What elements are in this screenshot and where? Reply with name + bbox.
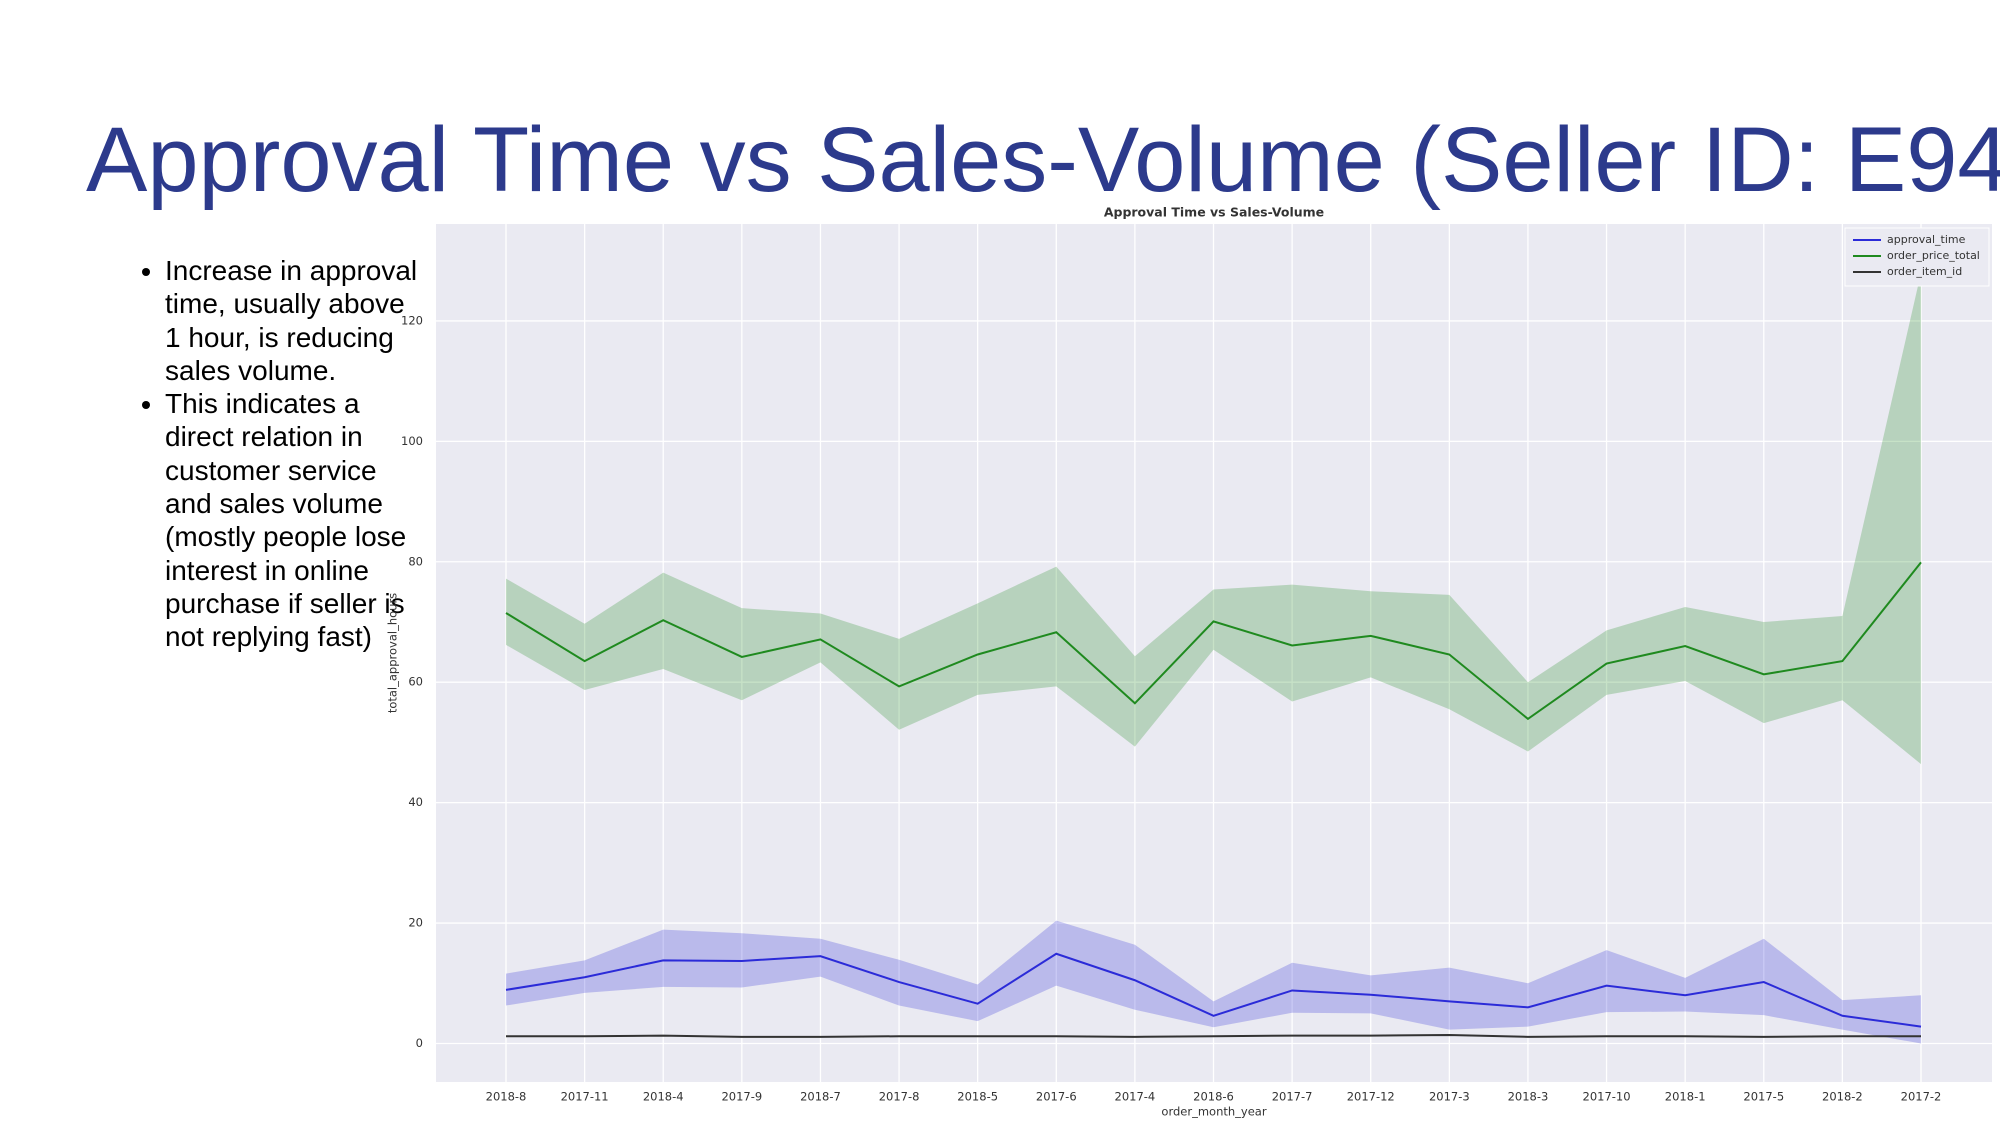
x-tick-label: 2017-8 xyxy=(879,1090,920,1104)
x-tick-label: 2018-5 xyxy=(957,1090,998,1104)
x-tick-label: 2018-1 xyxy=(1665,1090,1706,1104)
x-tick-label: 2017-11 xyxy=(561,1090,609,1104)
y-axis-title: total_approval_hours xyxy=(386,593,400,713)
x-tick-label: 2017-7 xyxy=(1272,1090,1313,1104)
y-tick-label: 0 xyxy=(416,1036,423,1050)
x-tick-label: 2017-3 xyxy=(1429,1090,1470,1104)
series-line xyxy=(506,1034,1921,1038)
y-tick-label: 120 xyxy=(401,313,423,327)
y-tick-label: 80 xyxy=(408,554,423,568)
legend-label: order_item_id xyxy=(1887,265,1962,278)
series-line xyxy=(505,561,1922,721)
y-tick-label: 20 xyxy=(408,916,423,930)
y-tick-label: 40 xyxy=(408,795,423,809)
x-tick-label: 2017-2 xyxy=(1901,1090,1942,1104)
x-tick-label: 2018-4 xyxy=(643,1090,684,1104)
x-tick-label: 2018-6 xyxy=(1193,1090,1234,1104)
x-axis-title: order_month_year xyxy=(1161,1105,1266,1119)
chart-title: Approval Time vs Sales-Volume xyxy=(1104,205,1324,220)
confidence-band xyxy=(506,272,1921,765)
y-tick-label: 60 xyxy=(408,675,423,689)
x-tick-label: 2017-4 xyxy=(1115,1090,1156,1104)
x-tick-label: 2018-7 xyxy=(800,1090,841,1104)
y-tick-label: 100 xyxy=(401,434,423,448)
x-tick-label: 2018-8 xyxy=(486,1090,527,1104)
legend-label: approval_time xyxy=(1887,233,1966,246)
bullet: This indicates a direct relation in cust… xyxy=(165,387,425,653)
slide-title: Approval Time vs Sales-Volume (Seller ID… xyxy=(86,109,2000,211)
x-tick-label: 2017-10 xyxy=(1583,1090,1631,1104)
x-tick-label: 2017-12 xyxy=(1347,1090,1395,1104)
series-line xyxy=(505,952,1922,1028)
bullet: Increase in approval time, usually above… xyxy=(165,254,425,387)
confidence-band xyxy=(506,920,1921,1044)
legend-label: order_price_total xyxy=(1887,249,1980,262)
x-tick-label: 2017-9 xyxy=(721,1090,762,1104)
x-tick-label: 2018-3 xyxy=(1508,1090,1549,1104)
x-tick-label: 2018-2 xyxy=(1822,1090,1863,1104)
x-tick-label: 2017-6 xyxy=(1036,1090,1077,1104)
bullet-list: Increase in approval time, usually above… xyxy=(96,254,425,654)
x-tick-label: 2017-5 xyxy=(1743,1090,1784,1104)
